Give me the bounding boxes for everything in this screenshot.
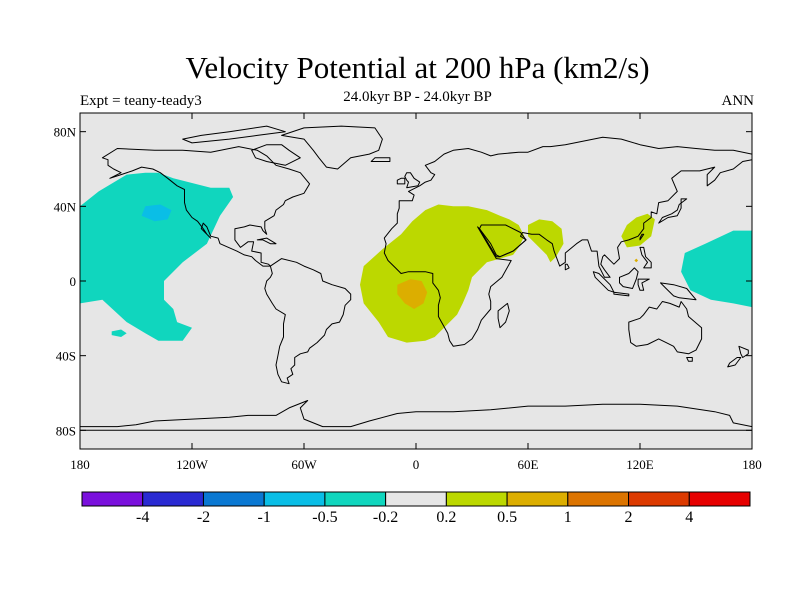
lon-tick-label: 120E (626, 457, 654, 472)
coastlines (80, 125, 752, 431)
coastline-eurasia-africa (383, 136, 752, 347)
colorbar-swatch (324, 491, 387, 507)
colorbar-label: -4 (136, 509, 149, 526)
lat-tick-label: 40N (54, 199, 77, 214)
coastline-south-america (264, 258, 352, 385)
coastline-iceland (370, 157, 391, 162)
coastline-arabia-mask (479, 224, 527, 258)
colorbar-swatch (202, 491, 265, 507)
coastline-north-america (101, 146, 311, 267)
contour-tropical-atlantic-positive-core (397, 279, 428, 309)
coastline-uk (404, 172, 421, 189)
colorbar-swatch (142, 491, 204, 507)
coastline-ireland (396, 177, 406, 185)
lon-tick-label: 180 (742, 457, 762, 472)
coastline-australia (628, 301, 703, 355)
coastline-greenland (281, 125, 383, 170)
lon-tick-label: 120W (176, 457, 209, 472)
colorbar-label: -0.2 (373, 509, 398, 526)
lon-tick-label: 60W (291, 457, 317, 472)
colorbar-swatch (506, 491, 569, 507)
lon-tick-label: 60E (518, 457, 539, 472)
coastline-new-zealand-north (738, 345, 749, 358)
chart-title: Velocity Potential at 200 hPa (km2/s) (185, 50, 650, 85)
coastline-new-zealand-south (727, 357, 742, 368)
lon-tick-label: 180 (70, 457, 90, 472)
experiment-label: Expt = teany-teady3 (80, 93, 202, 109)
chart-subtitle: 24.0kyr BP - 24.0kyr BP (343, 89, 492, 105)
contour-pacific-negative (80, 172, 234, 341)
coastline-cuba (256, 237, 277, 245)
colorbar: -4 -2 -1 -0.5 -0.2 0.2 0.5 1 2 4 (81, 491, 751, 526)
contour-maritime-positive-dot (634, 258, 639, 263)
lon-tick-label: 0 (413, 457, 420, 472)
coastline-tasmania (686, 357, 693, 362)
coastline-madagascar (497, 302, 510, 329)
colorbar-label: 4 (685, 509, 693, 526)
coastline-japan (658, 198, 688, 224)
colorbar-label: -0.5 (312, 509, 337, 526)
coastline-sri-lanka (564, 263, 570, 271)
coastline-borneo (619, 267, 639, 289)
colorbar-label: 0.5 (497, 509, 517, 526)
contour-africa-atlantic-positive (360, 204, 525, 343)
contour-west-pacific-negative (681, 230, 752, 308)
coastline-new-guinea (660, 282, 697, 301)
colorbar-swatch (688, 491, 751, 507)
lat-tick-label: 80N (54, 125, 77, 140)
contour-south-pacific-negative-patch (111, 329, 127, 337)
colorbar-swatch (445, 491, 508, 507)
lat-tick-label: 40S (56, 349, 76, 364)
coastline-sulawesi (637, 278, 650, 291)
lat-tick-label: 80S (56, 423, 76, 438)
coastline-antarctica (80, 400, 752, 431)
coastline-java (613, 291, 630, 297)
colorbar-swatch (628, 491, 690, 507)
coastline-baffin (251, 144, 301, 166)
colorbar-swatch (385, 491, 447, 507)
map-axes: 80N 40N 0 40S 80S 180 120W 60W 0 60E 120E 180 (54, 113, 762, 472)
colorbar-label: -2 (197, 509, 210, 526)
contour-pacific-negative-core (141, 204, 172, 222)
colorbar-swatch (81, 491, 144, 507)
coastline-arctic-islands (182, 125, 286, 144)
colorbar-label: 1 (564, 509, 572, 526)
coastline-philippines (639, 246, 652, 269)
colorbar-label: 0.2 (436, 509, 456, 526)
colorbar-swatch (263, 491, 326, 507)
season-label: ANN (721, 93, 755, 109)
colorbar-label: 2 (625, 509, 633, 526)
contour-china-positive (621, 213, 655, 248)
coastline-taiwan (639, 233, 645, 241)
colorbar-label: -1 (258, 509, 271, 526)
lat-tick-label: 0 (70, 274, 77, 289)
contour-fills (80, 172, 752, 343)
colorbar-swatch (567, 491, 630, 507)
